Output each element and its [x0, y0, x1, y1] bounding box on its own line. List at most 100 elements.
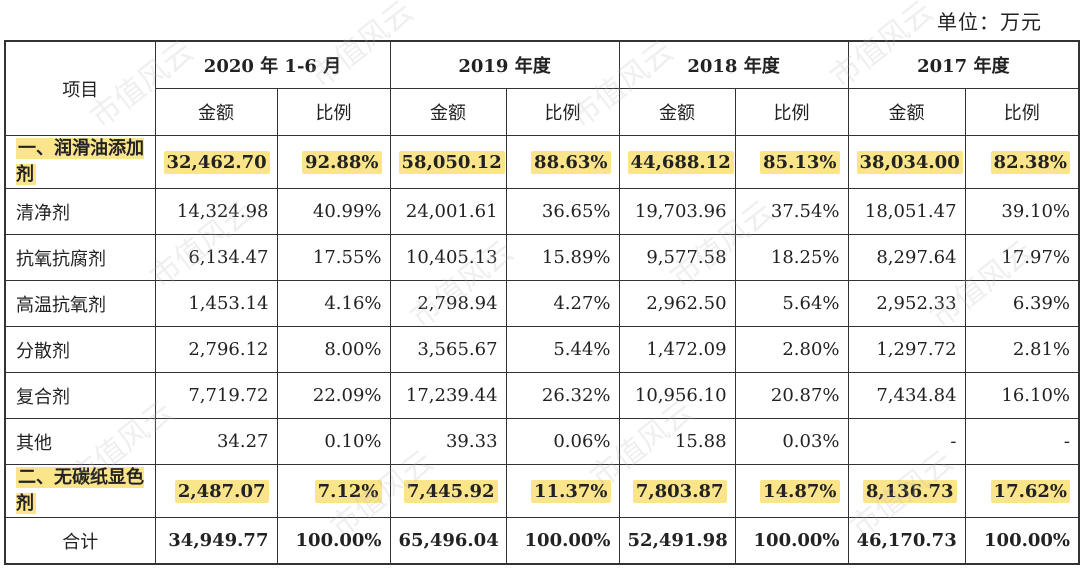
ratio-cell: 37.54% — [734, 188, 849, 235]
header-ratio: 比例 — [964, 88, 1080, 136]
cell-value: 7,803.87 — [632, 479, 727, 503]
cell-value: 82.38% — [990, 150, 1071, 174]
row-label: 抗氧抗腐剂 — [4, 234, 156, 281]
ratio-cell: 92.88% — [276, 135, 391, 189]
row-label: 合计 — [4, 517, 156, 565]
header-period: 2020 年 1-6 月 — [154, 40, 391, 89]
cell-value: 88.63% — [531, 150, 611, 174]
amount-cell: 58,050.12 — [389, 135, 507, 189]
revenue-table: 项目 2020 年 1-6 月 2019 年度 2018 年度 2017 年度 … — [4, 40, 1080, 565]
ratio-cell: 0.10% — [276, 418, 391, 465]
amount-cell: 1,472.09 — [618, 326, 736, 373]
ratio-cell: 14.87% — [734, 464, 849, 518]
ratio-cell: 2.80% — [734, 326, 849, 373]
ratio-cell: 20.87% — [734, 372, 849, 419]
amount-cell: 34.27 — [154, 418, 278, 465]
amount-cell: 39.33 — [389, 418, 507, 465]
amount-cell: 9,577.58 — [618, 234, 736, 281]
ratio-cell: 7.12% — [276, 464, 391, 518]
amount-cell: 2,487.07 — [154, 464, 278, 518]
amount-cell: 7,803.87 — [618, 464, 736, 518]
amount-cell: 8,136.73 — [847, 464, 966, 518]
amount-cell: 15.88 — [618, 418, 736, 465]
amount-cell: 17,239.44 — [389, 372, 507, 419]
row-label-text: 一、润滑油添加剂 — [16, 138, 144, 185]
ratio-cell: 39.10% — [964, 188, 1080, 235]
row-label: 高温抗氧剂 — [4, 280, 156, 327]
ratio-cell: 6.39% — [964, 280, 1080, 327]
amount-cell: 6,134.47 — [154, 234, 278, 281]
cell-value: 32,462.70 — [163, 150, 270, 174]
ratio-cell: 2.81% — [964, 326, 1080, 373]
ratio-cell: 100.00% — [734, 517, 849, 565]
ratio-cell: 88.63% — [505, 135, 620, 189]
header-ratio: 比例 — [734, 88, 849, 136]
amount-cell: 2,796.12 — [154, 326, 278, 373]
cell-value: 85.13% — [760, 150, 840, 174]
cell-value: 14.87% — [760, 479, 840, 503]
amount-cell: 24,001.61 — [389, 188, 507, 235]
ratio-cell: 40.99% — [276, 188, 391, 235]
ratio-cell: - — [964, 418, 1080, 465]
amount-cell: 3,565.67 — [389, 326, 507, 373]
table-row: 复合剂 7,719.72 22.09% 17,239.44 26.32% 10,956.1… — [4, 372, 1080, 419]
ratio-cell: 18.25% — [734, 234, 849, 281]
ratio-cell: 17.55% — [276, 234, 391, 281]
header-period: 2018 年度 — [618, 40, 849, 89]
ratio-cell: 100.00% — [964, 517, 1080, 565]
ratio-cell: 0.06% — [505, 418, 620, 465]
row-label: 清净剂 — [4, 188, 156, 235]
row-label: 其他 — [4, 418, 156, 465]
ratio-cell: 22.09% — [276, 372, 391, 419]
unit-label: 单位：万元 — [937, 10, 1042, 34]
ratio-cell: 100.00% — [276, 517, 391, 565]
amount-cell: 7,445.92 — [389, 464, 507, 518]
amount-cell: 52,491.98 — [618, 517, 736, 565]
ratio-cell: 11.37% — [505, 464, 620, 518]
row-label: 二、无碳纸显色剂 — [4, 464, 156, 518]
ratio-cell: 5.64% — [734, 280, 849, 327]
header-amount: 金额 — [618, 88, 736, 136]
cell-value: 44,688.12 — [627, 150, 734, 174]
amount-cell: 14,324.98 — [154, 188, 278, 235]
amount-cell: 7,719.72 — [154, 372, 278, 419]
amount-cell: 44,688.12 — [618, 135, 736, 189]
row-label-text: 二、无碳纸显色剂 — [16, 467, 144, 514]
ratio-cell: 15.89% — [505, 234, 620, 281]
ratio-cell: 4.27% — [505, 280, 620, 327]
ratio-cell: 8.00% — [276, 326, 391, 373]
table-row: 清净剂 14,324.98 40.99% 24,001.61 36.65% 19,703.… — [4, 188, 1080, 235]
ratio-cell: 17.97% — [964, 234, 1080, 281]
cell-value: 17.62% — [990, 479, 1071, 503]
amount-cell: 34,949.77 — [154, 517, 278, 565]
cell-value: 7.12% — [314, 479, 382, 503]
row-label: 分散剂 — [4, 326, 156, 373]
amount-cell: 19,703.96 — [618, 188, 736, 235]
amount-cell: 7,434.84 — [847, 372, 966, 419]
amount-cell: 10,956.10 — [618, 372, 736, 419]
table-row: 分散剂 2,796.12 8.00% 3,565.67 5.44% 1,472.09 2.8… — [4, 326, 1080, 373]
amount-cell: 2,962.50 — [618, 280, 736, 327]
amount-cell: 1,453.14 — [154, 280, 278, 327]
table-body: 一、润滑油添加剂 32,462.70 92.88% 58,050.12 88.63% 44… — [4, 135, 1080, 565]
cell-value: 92.88% — [302, 150, 382, 174]
ratio-cell: 85.13% — [734, 135, 849, 189]
header-item: 项目 — [4, 40, 156, 136]
cell-value: 58,050.12 — [398, 150, 505, 174]
table-row: 其他 34.27 0.10% 39.33 0.06% 15.88 0.03% - - — [4, 418, 1080, 465]
row-label: 复合剂 — [4, 372, 156, 419]
header-period: 2017 年度 — [847, 40, 1080, 89]
amount-cell: 46,170.73 — [847, 517, 966, 565]
row-label: 一、润滑油添加剂 — [4, 135, 156, 189]
table-row: 一、润滑油添加剂 32,462.70 92.88% 58,050.12 88.63% 44… — [4, 135, 1080, 189]
table-row: 抗氧抗腐剂 6,134.47 17.55% 10,405.13 15.89% 9,577.… — [4, 234, 1080, 281]
ratio-cell: 26.32% — [505, 372, 620, 419]
header-amount: 金额 — [847, 88, 966, 136]
table-row: 高温抗氧剂 1,453.14 4.16% 2,798.94 4.27% 2,962.50 5… — [4, 280, 1080, 327]
amount-cell: 38,034.00 — [847, 135, 966, 189]
header-ratio: 比例 — [276, 88, 391, 136]
ratio-cell: 16.10% — [964, 372, 1080, 419]
header-row-metrics: 金额 比例 金额 比例 金额 比例 金额 比例 — [5, 88, 1080, 136]
header-row-periods: 项目 2020 年 1-6 月 2019 年度 2018 年度 2017 年度 — [4, 40, 1080, 136]
amount-cell: - — [847, 418, 966, 465]
